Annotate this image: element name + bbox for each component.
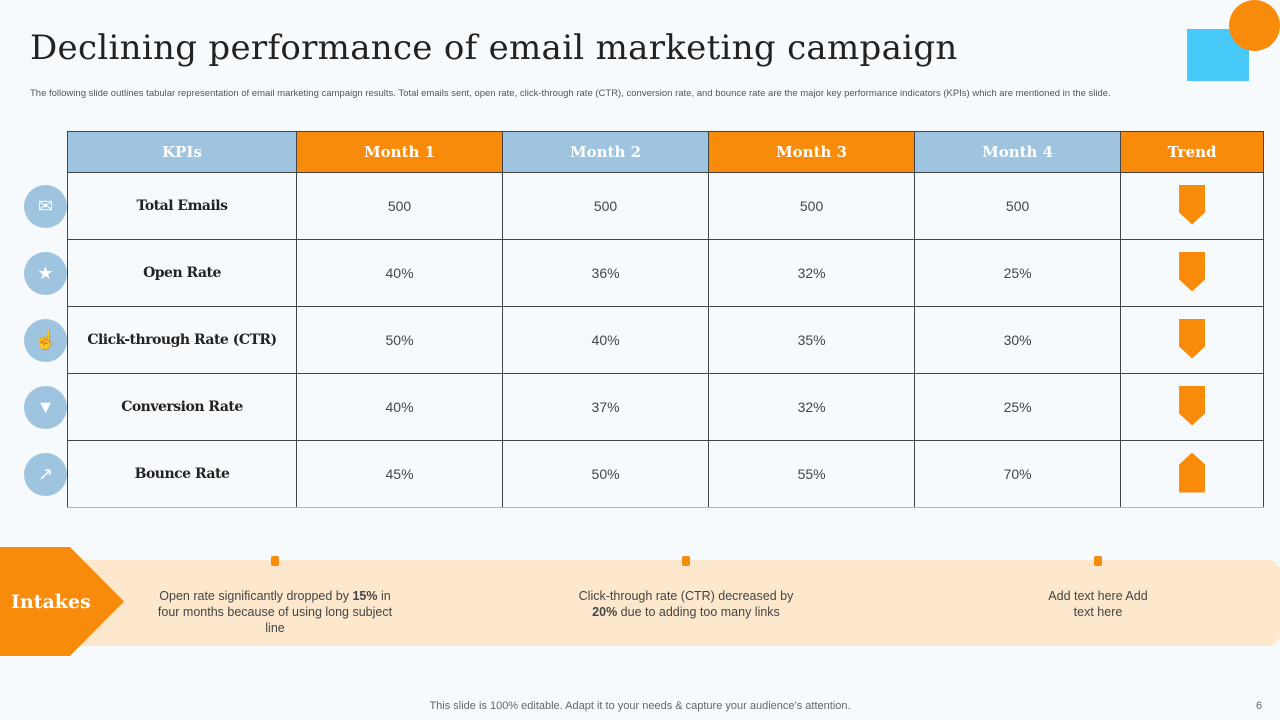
- month-value: 25%: [914, 239, 1122, 307]
- table-row: Bounce Rate 45% 50% 55% 70%: [67, 440, 1264, 508]
- month-value: 50%: [295, 306, 504, 374]
- note-text: Add text here Add text here: [1048, 589, 1148, 619]
- note-text: Click-through rate (CTR) decreased by: [578, 589, 794, 603]
- month-value: 35%: [708, 306, 916, 374]
- note-highlight: 20%: [592, 605, 618, 619]
- marker-icon: [271, 556, 279, 566]
- trend-down-arrow-icon: [1179, 184, 1206, 225]
- decor-circle: [1229, 0, 1280, 51]
- table-row: Click-through Rate (CTR) 50% 40% 35% 30%: [67, 306, 1264, 374]
- table-row: Total Emails 500 500 500 500: [67, 172, 1264, 240]
- envelope-icon: ✉: [24, 185, 67, 228]
- month-value: 36%: [502, 239, 710, 307]
- note-text: in four months because of using long sub…: [157, 589, 393, 635]
- month-value: 50%: [502, 440, 710, 508]
- marker-icon: [1094, 556, 1102, 566]
- month-value: 40%: [295, 373, 504, 441]
- month-value: 40%: [295, 239, 504, 307]
- kpi-name: Conversion Rate: [67, 373, 297, 441]
- trend-cell: [1120, 440, 1264, 508]
- open-envelope-stars-icon: ★: [24, 252, 67, 295]
- note-highlight: 15%: [352, 589, 378, 603]
- trend-cell: [1120, 172, 1264, 240]
- funnel-icon: ▼: [24, 386, 67, 429]
- month-value: 500: [502, 172, 710, 240]
- column-header: Month 4: [914, 131, 1122, 173]
- trend-cell: [1120, 239, 1264, 307]
- month-value: 500: [295, 172, 504, 240]
- month-value: 32%: [708, 373, 916, 441]
- trend-cell: [1120, 373, 1264, 441]
- subtitle: The following slide outlines tabular rep…: [30, 88, 1111, 99]
- trend-cell: [1120, 306, 1264, 374]
- month-value: 30%: [914, 306, 1122, 374]
- kpi-name: Open Rate: [67, 239, 297, 307]
- month-value: 45%: [295, 440, 504, 508]
- column-header: Month 3: [708, 131, 916, 173]
- page-title: Declining performance of email marketing…: [30, 28, 958, 68]
- month-value: 500: [914, 172, 1122, 240]
- intakes-band: [70, 560, 1280, 646]
- month-value: 55%: [708, 440, 916, 508]
- intakes-label: Intakes: [11, 591, 91, 613]
- kpi-name: Total Emails: [67, 172, 297, 240]
- kpi-name: Bounce Rate: [67, 440, 297, 508]
- column-header: Month 2: [502, 131, 710, 173]
- note-text: Open rate significantly dropped by: [159, 589, 353, 603]
- table-row: Conversion Rate 40% 37% 32% 25%: [67, 373, 1264, 441]
- trend-up-arrow-icon: [1179, 452, 1206, 493]
- intake-note: Add text here Add text here: [1048, 588, 1148, 620]
- kpi-name: Click-through Rate (CTR): [67, 306, 297, 374]
- marker-icon: [682, 556, 690, 566]
- intake-note: Open rate significantly dropped by 15% i…: [155, 588, 395, 636]
- column-header: KPIs: [67, 131, 297, 173]
- month-value: 32%: [708, 239, 916, 307]
- month-value: 25%: [914, 373, 1122, 441]
- column-header: Month 1: [295, 131, 504, 173]
- table-row: Open Rate 40% 36% 32% 25%: [67, 239, 1264, 307]
- hand-click-icon: ☝: [24, 319, 67, 362]
- month-value: 37%: [502, 373, 710, 441]
- trend-down-arrow-icon: [1179, 318, 1206, 359]
- page-number: 6: [1256, 700, 1263, 712]
- intake-note: Click-through rate (CTR) decreased by 20…: [566, 588, 806, 620]
- note-text: due to adding too many links: [617, 605, 780, 619]
- month-value: 70%: [914, 440, 1122, 508]
- footer-text: This slide is 100% editable. Adapt it to…: [429, 700, 851, 712]
- month-value: 40%: [502, 306, 710, 374]
- chart-email-icon: ↗: [24, 453, 67, 496]
- column-header: Trend: [1120, 131, 1264, 173]
- kpi-table: KPIs Month 1 Month 2 Month 3 Month 4 Trend To…: [67, 131, 1264, 508]
- trend-down-arrow-icon: [1179, 251, 1206, 292]
- trend-down-arrow-icon: [1179, 385, 1206, 426]
- month-value: 500: [708, 172, 916, 240]
